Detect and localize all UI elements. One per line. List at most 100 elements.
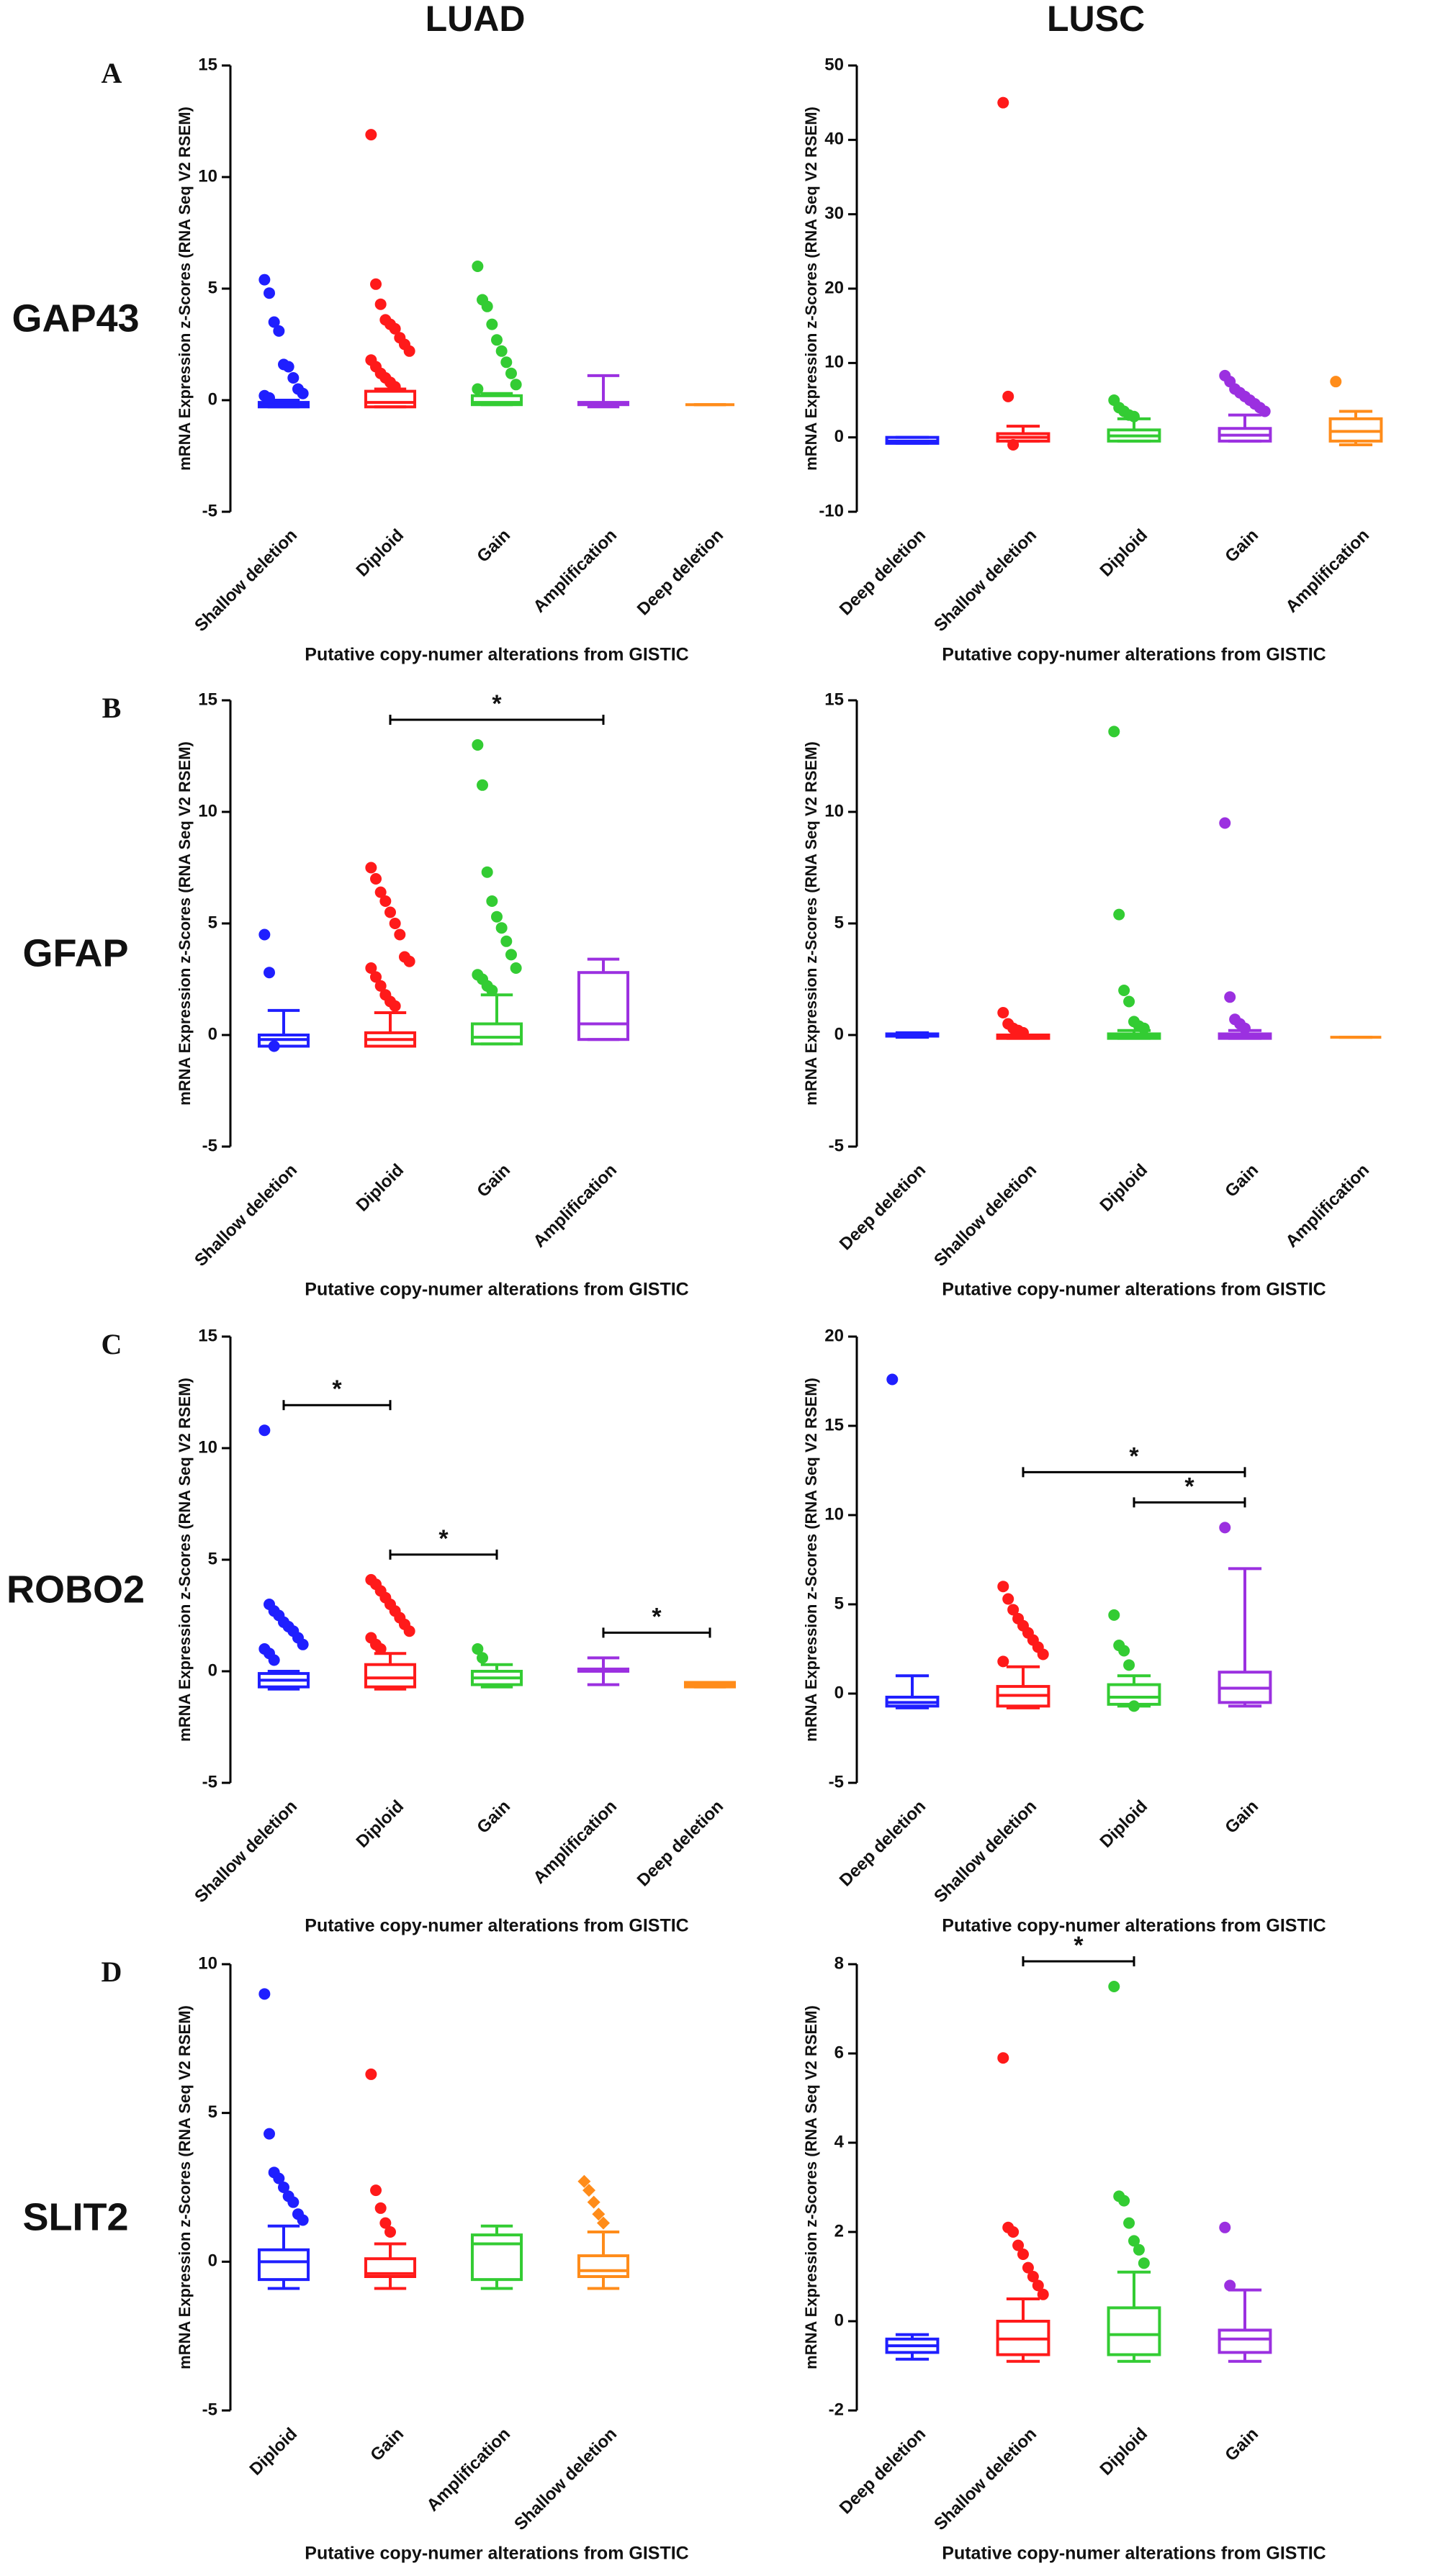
- outlier: [394, 928, 406, 941]
- outlier: [997, 1581, 1009, 1593]
- box-group: [1218, 1522, 1272, 1708]
- outlier: [370, 873, 382, 885]
- y-tick-label: 0: [834, 427, 844, 446]
- y-tick-label: 10: [198, 1953, 217, 1973]
- outlier: [365, 962, 377, 974]
- x-tick-label: Deep deletion: [836, 525, 930, 619]
- y-tick-label: -10: [819, 501, 844, 520]
- outlier: [1224, 991, 1236, 1003]
- outlier: [886, 1373, 899, 1386]
- outlier: [403, 345, 415, 357]
- box-group: [996, 2052, 1050, 2363]
- outlier: [258, 1424, 271, 1437]
- outlier: [370, 971, 382, 983]
- box-group: [885, 1373, 940, 1709]
- x-tick-label: Diploid: [1097, 1797, 1152, 1852]
- outlier: [258, 1988, 271, 2000]
- outlier: [486, 895, 498, 907]
- box-group: [257, 928, 310, 1052]
- y-tick-label: 5: [208, 913, 217, 932]
- y-tick-label: 15: [824, 690, 844, 709]
- y-tick-label: 10: [198, 801, 217, 821]
- x-tick-label: Gain: [1221, 1797, 1262, 1838]
- outlier: [1032, 2279, 1044, 2292]
- box-group: [577, 2174, 630, 2290]
- y-tick-label: 5: [834, 913, 844, 932]
- outlier: [1022, 2261, 1034, 2274]
- whisker-low: [374, 2277, 407, 2290]
- y-tick-label: -5: [202, 501, 217, 520]
- whisker-high: [267, 2224, 300, 2250]
- gene-label: ROBO2: [6, 1568, 145, 1611]
- box-group: [683, 1681, 737, 1689]
- outlier: [258, 928, 271, 941]
- box-group: [257, 1988, 310, 2290]
- x-tick-label: Diploid: [353, 1160, 408, 1216]
- outlier: [577, 2174, 591, 2188]
- y-axis-title: mRNA Expression z-Scores (RNA Seq V2 RSE…: [176, 741, 194, 1106]
- y-tick-label: 15: [198, 690, 217, 709]
- whisker-high: [480, 2224, 513, 2236]
- y-tick-label: -5: [829, 1772, 844, 1791]
- box-group: [577, 1656, 630, 1686]
- box-group: [577, 374, 630, 409]
- box-group: [1218, 2221, 1272, 2363]
- y-tick-label: -5: [202, 1772, 217, 1791]
- outlier: [264, 967, 276, 979]
- outlier: [374, 886, 387, 898]
- outlier: [1012, 2239, 1025, 2251]
- outlier: [389, 381, 401, 393]
- gene-label: SLIT2: [22, 2195, 128, 2238]
- y-tick-label: 10: [824, 1504, 844, 1524]
- outlier: [384, 2226, 396, 2238]
- outlier: [1118, 2195, 1130, 2207]
- panel-letter: B: [102, 692, 122, 724]
- y-tick-label: 10: [824, 801, 844, 821]
- outlier: [1138, 2257, 1150, 2269]
- outlier: [370, 2184, 382, 2197]
- outlier: [278, 2182, 289, 2193]
- x-tick-label: Shallow deletion: [930, 1160, 1040, 1270]
- outlier: [1133, 2243, 1145, 2256]
- whisker-high: [1006, 1665, 1040, 1687]
- outlier: [374, 1643, 387, 1655]
- outlier: [384, 906, 396, 918]
- box: [470, 1022, 523, 1046]
- outlier: [1007, 1604, 1020, 1616]
- outlier: [1002, 390, 1014, 402]
- column-title: LUSC: [1047, 0, 1145, 39]
- box: [364, 1663, 417, 1689]
- box: [470, 394, 523, 407]
- outlier: [287, 372, 300, 384]
- y-tick-label: 50: [824, 55, 844, 74]
- y-tick-label: 20: [824, 278, 844, 297]
- x-tick-label: Amplification: [530, 1160, 621, 1252]
- y-tick-label: 0: [208, 1024, 217, 1044]
- outlier: [1123, 1659, 1135, 1671]
- y-tick-label: -2: [829, 2400, 844, 2419]
- outlier: [264, 287, 276, 299]
- y-axis-title: mRNA Expression z-Scores (RNA Seq V2 RSE…: [802, 1378, 820, 1742]
- outlier: [389, 1000, 401, 1012]
- outlier: [1017, 1026, 1029, 1039]
- y-tick-label: 0: [834, 1024, 844, 1044]
- x-tick-label: Amplification: [530, 525, 621, 617]
- outlier: [1037, 2288, 1049, 2300]
- outlier: [1138, 1022, 1150, 1034]
- whisker-high: [1228, 2288, 1262, 2331]
- box-group: [364, 862, 417, 1048]
- outlier: [1128, 410, 1140, 422]
- outlier: [472, 383, 484, 395]
- y-tick-label: 8: [834, 1953, 844, 1973]
- outlier: [374, 298, 387, 310]
- box-group: [1107, 726, 1161, 1040]
- box-group: [885, 435, 940, 445]
- outlier: [273, 325, 285, 337]
- x-tick-label: Shallow deletion: [930, 525, 1040, 636]
- outlier: [1007, 439, 1020, 451]
- box-group: [470, 1643, 523, 1689]
- gene-label: GFAP: [22, 931, 128, 975]
- box: [577, 2254, 630, 2278]
- outlier: [486, 985, 498, 996]
